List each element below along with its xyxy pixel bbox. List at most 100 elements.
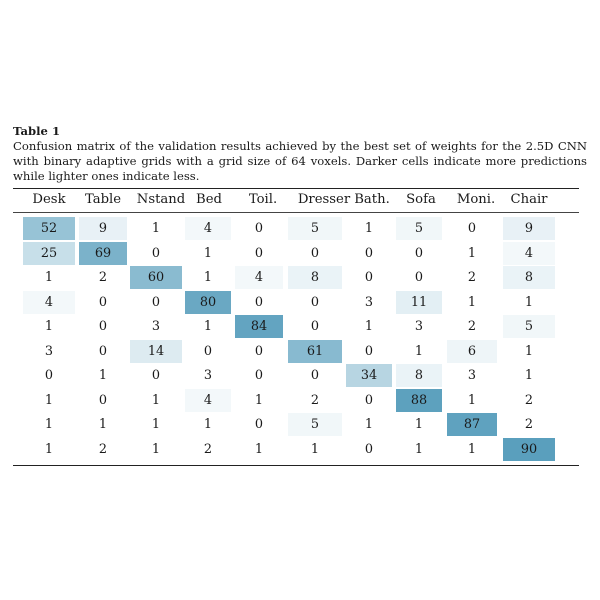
matrix-cell: 88 [396, 389, 442, 412]
matrix-cell: 1 [44, 417, 54, 432]
column-header-bath: Bath. [354, 192, 390, 207]
matrix-cell: 60 [130, 266, 182, 289]
matrix-cell: 0 [254, 295, 264, 310]
column-header-dresser: Dresser [297, 192, 351, 207]
matrix-cell: 1 [44, 319, 54, 334]
matrix-cell: 1 [414, 417, 424, 432]
matrix-cell: 2 [524, 417, 534, 432]
matrix-cell: 1 [203, 319, 213, 334]
matrix-cell: 5 [288, 217, 342, 240]
matrix-cell: 0 [44, 368, 54, 383]
matrix-cell: 9 [503, 217, 555, 240]
matrix-cell: 1 [467, 246, 477, 261]
column-header-nstand: Nstand [136, 192, 186, 207]
matrix-cell: 4 [503, 242, 555, 265]
matrix-cell: 2 [98, 442, 108, 457]
table-bottom-rule [13, 465, 579, 466]
matrix-cell: 3 [364, 295, 374, 310]
matrix-cell: 0 [310, 319, 320, 334]
matrix-cell: 69 [79, 242, 127, 265]
matrix-cell: 0 [151, 246, 161, 261]
matrix-cell: 3 [44, 344, 54, 359]
matrix-cell: 14 [130, 340, 182, 363]
matrix-cell: 3 [203, 368, 213, 383]
matrix-cell: 1 [524, 344, 534, 359]
matrix-cell: 1 [254, 393, 264, 408]
column-header-toil: Toil. [248, 192, 278, 207]
matrix-cell: 1 [524, 368, 534, 383]
matrix-cell: 87 [447, 413, 497, 436]
table-header-rule [13, 212, 579, 213]
matrix-cell: 2 [467, 270, 477, 285]
matrix-cell: 1 [44, 393, 54, 408]
matrix-cell: 0 [151, 295, 161, 310]
matrix-cell: 0 [254, 368, 264, 383]
matrix-cell: 52 [23, 217, 75, 240]
matrix-cell: 1 [44, 442, 54, 457]
matrix-cell: 3 [467, 368, 477, 383]
matrix-cell: 1 [151, 417, 161, 432]
matrix-cell: 4 [185, 389, 231, 412]
column-header-table: Table [84, 192, 122, 207]
matrix-cell: 8 [288, 266, 342, 289]
matrix-cell: 0 [98, 319, 108, 334]
matrix-cell: 1 [151, 442, 161, 457]
matrix-cell: 2 [310, 393, 320, 408]
matrix-cell: 0 [310, 368, 320, 383]
matrix-cell: 11 [396, 291, 442, 314]
matrix-cell: 0 [98, 393, 108, 408]
column-header-desk: Desk [32, 192, 66, 207]
matrix-cell: 0 [98, 295, 108, 310]
table-header-row: Desk Table Nstand Bed Toil. Dresser Bath. Sofa M… [13, 190, 579, 210]
table-top-rule [13, 188, 579, 189]
matrix-cell: 6 [447, 340, 497, 363]
matrix-cell: 1 [414, 344, 424, 359]
column-header-bed: Bed [196, 192, 222, 207]
matrix-cell: 0 [414, 270, 424, 285]
matrix-cell: 4 [185, 217, 231, 240]
matrix-cell: 9 [79, 217, 127, 240]
table-caption: Table 1 Confusion matrix of the validati… [13, 124, 587, 184]
matrix-cell: 1 [98, 368, 108, 383]
matrix-cell: 2 [203, 442, 213, 457]
matrix-cell: 1 [98, 417, 108, 432]
matrix-cell: 0 [467, 221, 477, 236]
matrix-cell: 0 [254, 221, 264, 236]
caption-text: Confusion matrix of the validation resul… [13, 139, 587, 183]
matrix-cell: 0 [254, 246, 264, 261]
matrix-cell: 4 [235, 266, 283, 289]
matrix-cell: 0 [364, 246, 374, 261]
column-header-chair: Chair [510, 192, 548, 207]
matrix-cell: 8 [396, 364, 442, 387]
matrix-cell: 2 [98, 270, 108, 285]
matrix-cell: 1 [151, 221, 161, 236]
matrix-cell: 0 [414, 246, 424, 261]
matrix-cell: 1 [467, 393, 477, 408]
matrix-cell: 5 [503, 315, 555, 338]
matrix-cell: 1 [310, 442, 320, 457]
matrix-cell: 0 [364, 442, 374, 457]
matrix-cell: 0 [310, 246, 320, 261]
column-header-moni: Moni. [456, 192, 496, 207]
matrix-cell: 0 [364, 270, 374, 285]
matrix-cell: 90 [503, 438, 555, 461]
matrix-cell: 1 [203, 417, 213, 432]
matrix-cell: 34 [346, 364, 392, 387]
matrix-cell: 1 [44, 270, 54, 285]
matrix-cell: 1 [203, 270, 213, 285]
matrix-cell: 0 [151, 368, 161, 383]
matrix-cell: 0 [364, 344, 374, 359]
matrix-cell: 61 [288, 340, 342, 363]
matrix-cell: 4 [23, 291, 75, 314]
matrix-cell: 1 [364, 417, 374, 432]
matrix-cell: 1 [203, 246, 213, 261]
matrix-cell: 0 [98, 344, 108, 359]
matrix-cell: 8 [503, 266, 555, 289]
matrix-cell: 1 [524, 295, 534, 310]
matrix-cell: 1 [254, 442, 264, 457]
table-label: Table 1 [13, 124, 61, 138]
column-header-sofa: Sofa [406, 192, 436, 207]
matrix-cell: 1 [467, 295, 477, 310]
matrix-cell: 0 [254, 417, 264, 432]
matrix-cell: 1 [151, 393, 161, 408]
